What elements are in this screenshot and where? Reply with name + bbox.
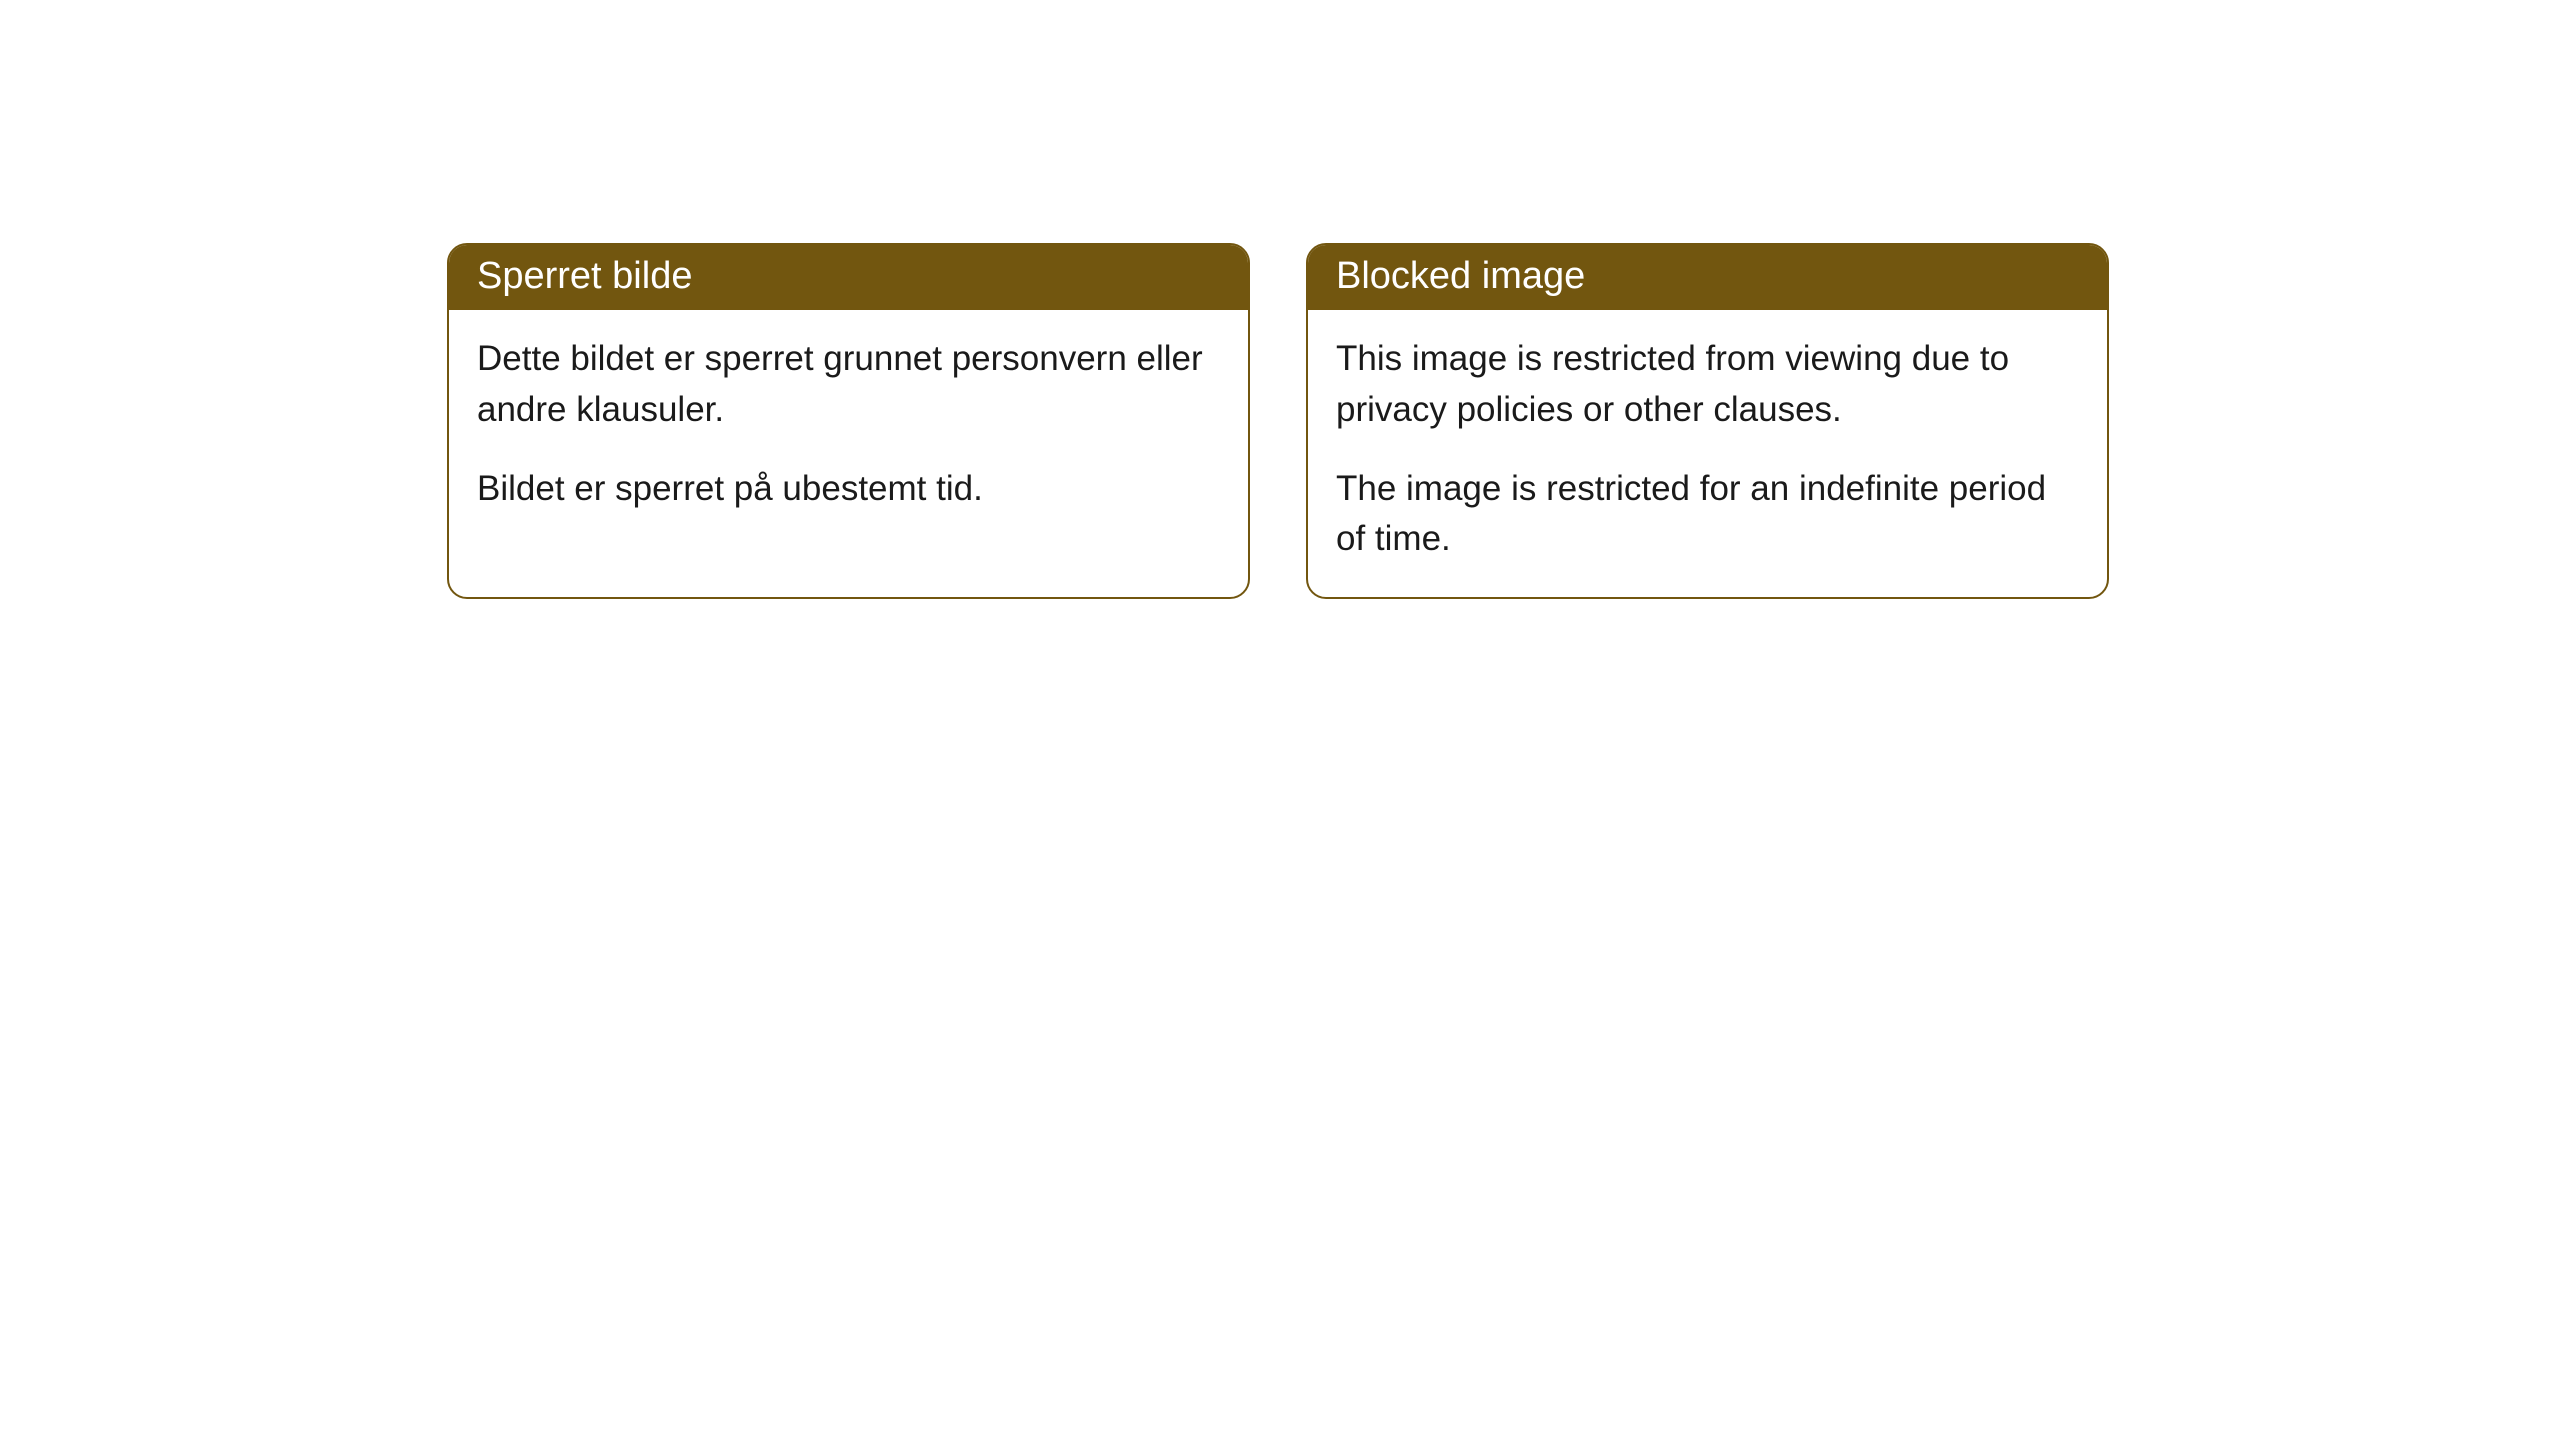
blocked-image-card-norwegian: Sperret bilde Dette bildet er sperret gr… (447, 243, 1250, 599)
card-text-norwegian-1: Dette bildet er sperret grunnet personve… (477, 334, 1220, 436)
card-text-english-2: The image is restricted for an indefinit… (1336, 464, 2079, 566)
card-body-norwegian: Dette bildet er sperret grunnet personve… (449, 310, 1248, 546)
card-header-english: Blocked image (1308, 245, 2107, 310)
card-body-english: This image is restricted from viewing du… (1308, 310, 2107, 597)
notice-cards-container: Sperret bilde Dette bildet er sperret gr… (0, 0, 2560, 599)
card-header-norwegian: Sperret bilde (449, 245, 1248, 310)
card-text-norwegian-2: Bildet er sperret på ubestemt tid. (477, 464, 1220, 515)
card-text-english-1: This image is restricted from viewing du… (1336, 334, 2079, 436)
blocked-image-card-english: Blocked image This image is restricted f… (1306, 243, 2109, 599)
